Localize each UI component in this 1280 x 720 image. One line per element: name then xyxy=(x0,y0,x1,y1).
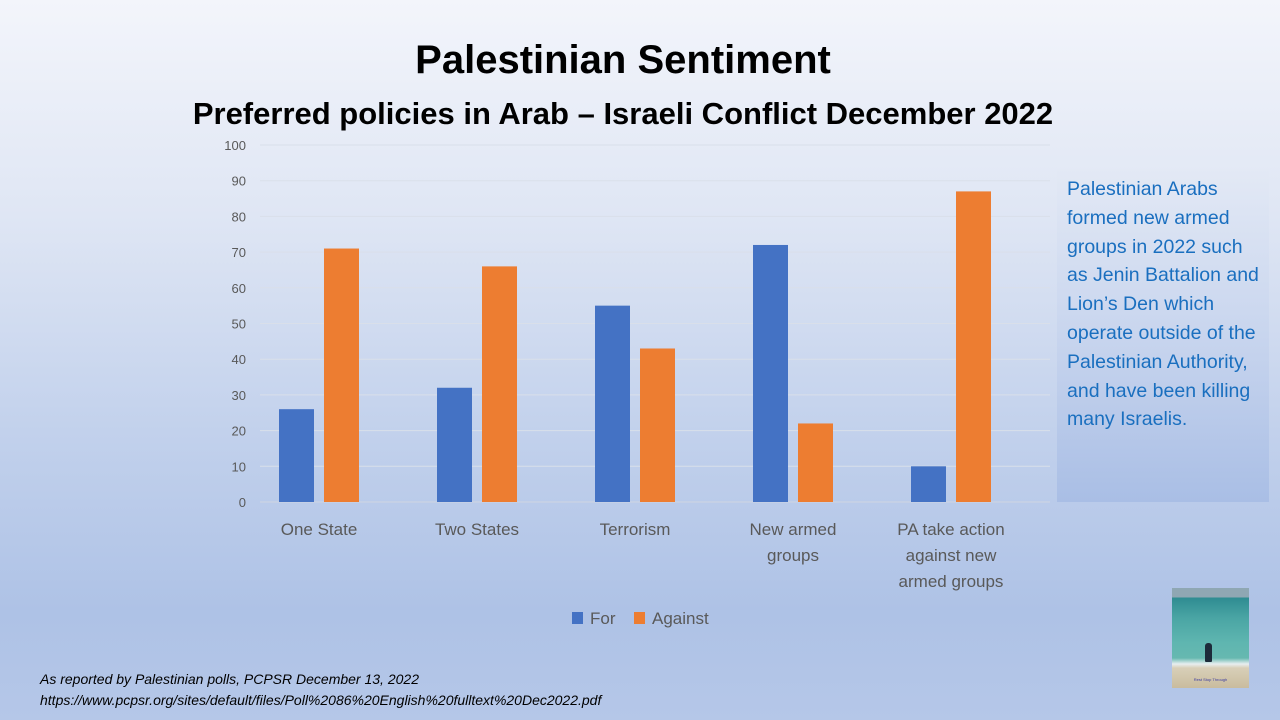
y-tick-label: 100 xyxy=(224,138,246,153)
y-tick-label: 40 xyxy=(232,352,246,367)
bar-chart: 0 10 20 30 40 50 60 70 80 90 100 One State Two State… xyxy=(224,138,1050,628)
source-url: https://www.pcpsr.org/sites/default/file… xyxy=(40,692,602,708)
legend-label: For xyxy=(590,609,616,628)
legend-swatch-against xyxy=(634,612,645,624)
source-citation: As reported by Palestinian polls, PCPSR … xyxy=(40,669,601,711)
x-tick-label: against new xyxy=(906,546,997,565)
x-tick-label: armed groups xyxy=(899,572,1004,591)
legend-label: Against xyxy=(652,609,709,628)
bar-for xyxy=(279,409,314,502)
bar-for xyxy=(911,466,946,502)
x-tick-label: One State xyxy=(281,520,358,539)
slide-title: Palestinian Sentiment xyxy=(415,38,831,82)
legend-swatch-for xyxy=(572,612,583,624)
y-tick-label: 70 xyxy=(232,245,246,260)
person-figure xyxy=(1205,643,1212,662)
beach-photo-thumbnail: Rest Stop Through xyxy=(1172,588,1249,688)
x-tick-label: New armed xyxy=(750,520,837,539)
y-tick-label: 80 xyxy=(232,209,246,224)
bar-against xyxy=(482,266,517,502)
bar-for xyxy=(753,244,788,502)
bar-for xyxy=(595,305,630,502)
x-tick-label: PA take action xyxy=(897,520,1004,539)
bar-against xyxy=(640,348,675,502)
y-tick-label: 0 xyxy=(239,495,246,510)
y-tick-label: 90 xyxy=(232,174,246,189)
callout-text: Palestinian Arabs formed new armed group… xyxy=(1067,178,1259,431)
x-tick-label: groups xyxy=(767,546,819,565)
y-tick-label: 50 xyxy=(232,317,246,332)
thumbnail-caption: Rest Stop Through xyxy=(1193,677,1228,682)
bar-against xyxy=(324,248,359,502)
source-line: As reported by Palestinian polls, PCPSR … xyxy=(40,671,419,687)
y-tick-label: 20 xyxy=(232,424,246,439)
y-tick-label: 30 xyxy=(232,388,246,403)
y-tick-label: 10 xyxy=(232,459,246,474)
bar-against xyxy=(956,191,991,502)
callout-box: Palestinian Arabs formed new armed group… xyxy=(1057,169,1269,502)
x-tick-label: Terrorism xyxy=(600,520,671,539)
bar-against xyxy=(798,423,833,502)
bar-for xyxy=(437,387,472,502)
y-tick-label: 60 xyxy=(232,281,246,296)
x-tick-label: Two States xyxy=(435,520,519,539)
slide-subtitle: Preferred policies in Arab – Israeli Con… xyxy=(192,96,1054,131)
